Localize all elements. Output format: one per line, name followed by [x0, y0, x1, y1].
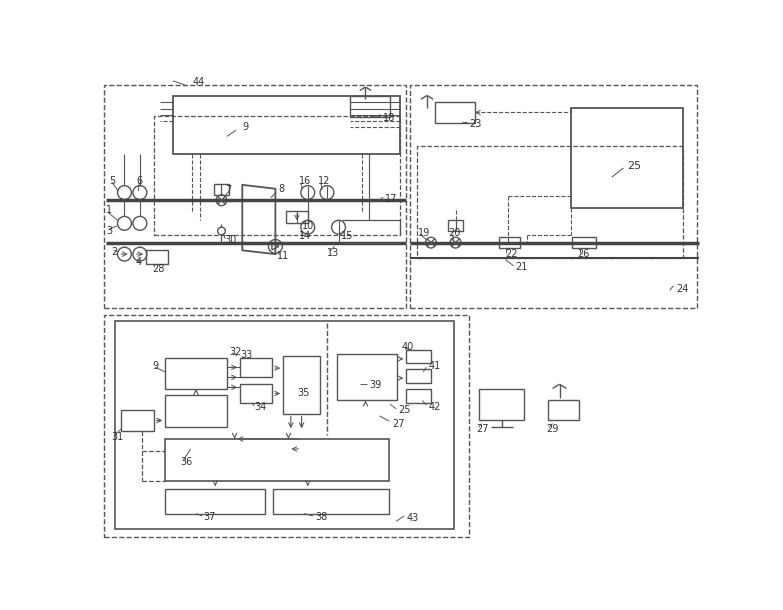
Text: 42: 42	[428, 401, 441, 412]
Text: 25: 25	[627, 160, 641, 171]
Text: 6: 6	[136, 176, 143, 186]
Bar	[165, 439, 388, 481]
Bar	[173, 96, 400, 154]
Text: 30: 30	[225, 235, 236, 245]
Bar	[115, 321, 454, 529]
Text: 9: 9	[152, 361, 158, 371]
Text: 28: 28	[152, 264, 164, 274]
Bar	[214, 184, 229, 195]
Text: 7: 7	[226, 185, 232, 195]
Bar	[103, 85, 406, 308]
Text: 34: 34	[254, 403, 266, 412]
Text: 35: 35	[297, 388, 309, 398]
Bar	[406, 350, 431, 364]
Text: 3: 3	[106, 226, 112, 236]
Bar	[499, 237, 520, 248]
Text: 12: 12	[318, 176, 330, 186]
Text: 27: 27	[392, 418, 405, 429]
Bar	[273, 489, 388, 514]
Text: 4: 4	[135, 257, 142, 267]
Text: 9: 9	[242, 122, 248, 132]
Text: 19: 19	[418, 228, 430, 237]
Bar	[406, 369, 431, 382]
Bar	[240, 384, 272, 403]
Bar	[103, 315, 470, 537]
Bar	[479, 389, 524, 420]
Bar	[350, 96, 390, 117]
Text: 32: 32	[229, 347, 242, 357]
Text: 14: 14	[298, 231, 311, 242]
Text: 22: 22	[506, 249, 518, 259]
Text: 37: 37	[204, 512, 216, 523]
Bar	[572, 237, 597, 248]
Bar	[417, 146, 683, 258]
Text: 29: 29	[547, 424, 559, 434]
Bar	[283, 356, 320, 414]
Bar	[165, 395, 227, 428]
Bar	[548, 400, 579, 420]
Text: 44: 44	[193, 77, 204, 87]
Text: 43: 43	[406, 513, 419, 523]
Text: 27: 27	[476, 424, 489, 434]
Bar	[286, 211, 308, 223]
Bar	[337, 354, 397, 400]
Text: 36: 36	[181, 457, 193, 467]
Text: 25: 25	[399, 406, 411, 415]
Text: 1: 1	[106, 205, 112, 215]
Text: 31: 31	[111, 432, 124, 442]
Text: 21: 21	[516, 262, 528, 272]
Text: 24: 24	[676, 284, 688, 294]
Text: 23: 23	[470, 119, 482, 129]
Text: 8: 8	[279, 184, 284, 194]
Text: 15: 15	[341, 231, 353, 242]
Bar	[165, 489, 265, 514]
Text: 17: 17	[384, 194, 397, 204]
Text: 13: 13	[327, 248, 339, 257]
Text: 10: 10	[302, 221, 315, 231]
Text: 16: 16	[298, 176, 311, 186]
Text: 5: 5	[109, 176, 115, 186]
Bar	[146, 250, 168, 264]
Bar	[410, 85, 698, 308]
Text: 38: 38	[316, 512, 327, 523]
Text: 41: 41	[428, 361, 441, 371]
Bar	[121, 410, 153, 431]
Bar	[406, 389, 431, 403]
Text: 39: 39	[370, 380, 381, 390]
Bar	[448, 220, 464, 231]
Text: 33: 33	[240, 350, 252, 360]
Bar	[240, 358, 272, 378]
Text: 26: 26	[577, 249, 590, 259]
Bar	[153, 115, 400, 235]
Text: 2: 2	[111, 247, 117, 257]
Text: 40: 40	[402, 342, 414, 351]
Text: 11: 11	[277, 251, 289, 262]
Bar	[435, 102, 474, 123]
Text: 20: 20	[449, 228, 461, 237]
Bar	[571, 108, 683, 208]
Bar	[165, 358, 227, 389]
Text: 18: 18	[383, 113, 395, 123]
